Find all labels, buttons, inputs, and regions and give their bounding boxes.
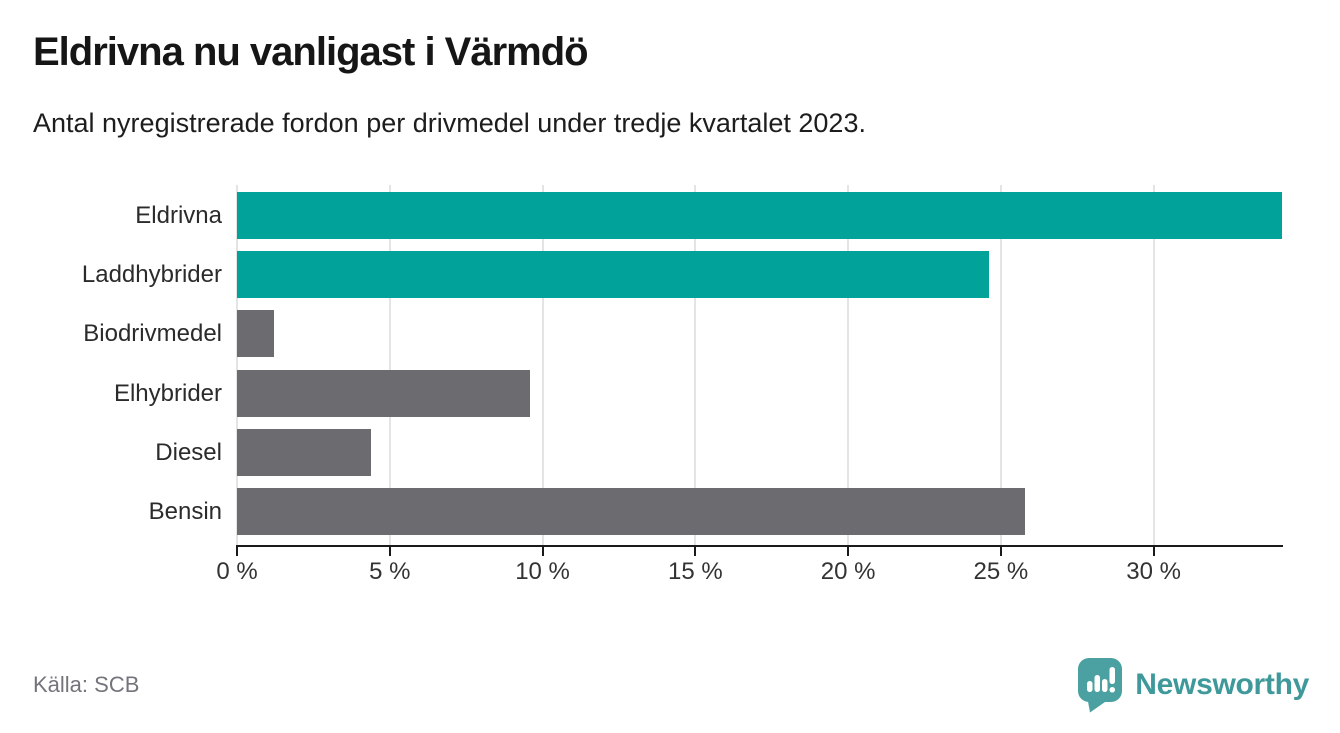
gridline [999,185,1002,545]
value-axis: 0 % 5 % 10 % 15 % 20 % 25 % 30 % [216,545,1283,590]
axis-tick [847,547,850,556]
chart-subtitle: Antal nyregistrerade fordon per drivmede… [33,108,866,138]
category-label: Diesel [155,438,222,466]
category-label: Biodrivmedel [83,320,222,348]
axis-tick-label: 20 % [820,558,876,585]
bar-elhybrider [237,369,531,417]
gridline [694,185,697,545]
bar-bensin [237,488,1026,535]
axis-line [236,545,1283,547]
gridline [1152,185,1155,545]
category-label: Elhybrider [113,379,222,407]
category-label: Bensin [148,498,222,525]
category-axis: Eldrivna Laddhybrider Biodrivmedel Elhybrid… [0,185,222,545]
gridline [236,185,238,545]
axis-tick [236,547,238,556]
source-note: Källa: SCB [33,672,140,697]
axis-tick-label: 10 % [515,558,570,585]
plot-area [236,185,1282,545]
axis-tick [388,547,391,556]
axis-tick [999,547,1002,556]
brand-logo[interactable]: Newsworthy [1076,656,1309,713]
category-label: Laddhybrider [81,261,222,289]
gridline [847,185,850,545]
bar-chart-speech-pin-icon [1076,656,1124,713]
axis-tick [1152,547,1155,556]
axis-tick [694,547,697,556]
axis-tick-label: 25 % [973,558,1029,585]
bar-diesel [237,428,372,476]
axis-tick [541,547,544,556]
brand-wordmark: Newsworthy [1135,667,1309,701]
axis-tick-label: 30 % [1126,558,1182,585]
axis-tick-label: 5 % [369,558,411,585]
axis-tick-label: 15 % [667,558,723,585]
gridline [388,185,391,545]
bar-eldrivna [237,192,1282,239]
gridline [541,185,544,545]
bar-laddhybrider [237,251,989,299]
page-title: Eldrivna nu vanligast i Värmdö [33,30,589,74]
bar-biodrivmedel [237,310,274,358]
axis-tick-label: 0 % [216,558,258,585]
category-label: Eldrivna [135,202,222,229]
